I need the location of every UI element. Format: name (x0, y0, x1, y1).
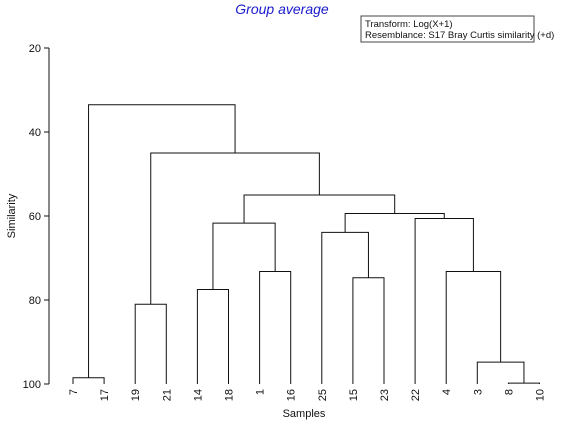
leaf-label: 17 (99, 389, 111, 401)
dendrogram-link (196, 289, 229, 384)
leaf-label: 25 (317, 389, 329, 401)
leaf-labels: 7 17 19 21 14 18 1 16 25 15 23 22 4 3 8 10 (68, 389, 547, 401)
dendrogram-links (72, 104, 540, 384)
y-tick-label: 40 (29, 127, 41, 139)
dendrogram-link (344, 212, 445, 233)
leaf-label: 18 (224, 389, 236, 401)
leaf-label: 3 (472, 389, 484, 395)
dendrogram-link (507, 382, 540, 384)
legend-line-transform: Transform: Log(X+1) (365, 19, 453, 30)
dendrogram-link (414, 218, 474, 384)
leaf-label: 21 (161, 389, 173, 401)
leaf-label: 19 (130, 389, 142, 401)
dendrogram-link (259, 270, 292, 384)
dendrogram-link (476, 361, 525, 384)
leaf-label: 4 (441, 389, 453, 395)
dendrogram-link (321, 231, 369, 384)
leaf-label: 16 (286, 389, 298, 401)
leaf-label: 8 (503, 389, 515, 395)
leaf-label: 22 (410, 389, 422, 401)
y-tick-label: 100 (23, 379, 41, 391)
y-tick-label: 60 (29, 211, 41, 223)
leaf-label: 23 (379, 389, 391, 401)
y-tick-label: 20 (29, 43, 41, 55)
dendrogram-link (88, 104, 236, 378)
dendrogram-link (445, 270, 502, 384)
leaf-label: 15 (348, 389, 360, 401)
legend-border (360, 15, 535, 43)
chart-title: Group average (235, 1, 329, 17)
y-axis-title: Similarity (6, 193, 18, 238)
leaf-label: 1 (255, 389, 267, 395)
dendrogram-link (72, 377, 105, 384)
dendrogram-link (134, 303, 167, 384)
legend-box: Transform: Log(X+1) Resemblance: S17 Bra… (360, 15, 554, 43)
dendrogram-link (352, 277, 385, 384)
leaf-label: 10 (535, 389, 547, 401)
dendrogram-link (243, 194, 396, 224)
dendrogram-link (150, 152, 320, 305)
dendrogram-link (212, 222, 276, 290)
y-axis-ticks: 20 40 60 80 100 (23, 43, 49, 391)
y-tick-label: 80 (29, 295, 41, 307)
x-axis-title: Samples (283, 408, 326, 420)
leaf-label: 14 (192, 389, 204, 401)
leaf-label: 7 (68, 389, 80, 395)
legend-line-resemblance: Resemblance: S17 Bray Curtis similarity … (365, 30, 554, 41)
